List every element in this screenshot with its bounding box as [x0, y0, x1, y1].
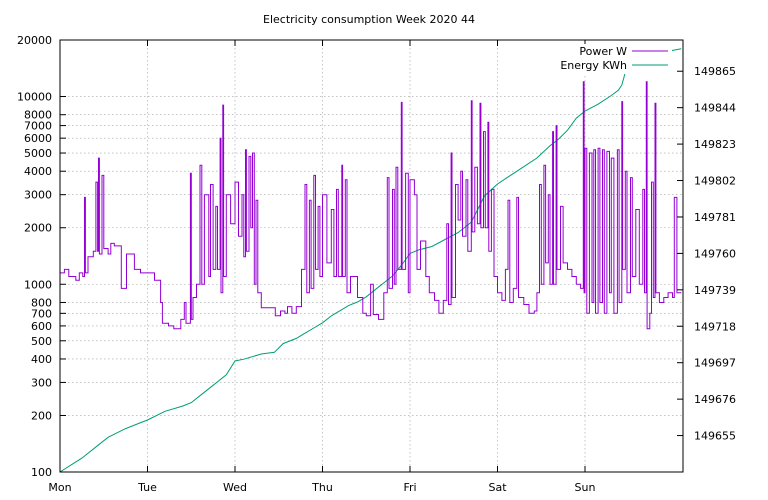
x-tick-label: Sat [488, 481, 507, 494]
y-right-tick-label: 149739 [694, 284, 736, 297]
series-power-line [60, 81, 682, 330]
y-left-tick-label: 700 [31, 307, 52, 320]
ticks-layer: Mon Tue Wed Thu Fri Sat Sun1002003004005006007… [17, 34, 736, 494]
x-tick-label: Fri [403, 481, 416, 494]
x-tick-label: Wed [223, 481, 247, 494]
y-right-tick-label: 149865 [694, 65, 736, 78]
y-right-tick-label: 149844 [694, 102, 736, 115]
y-left-tick-label: 1000 [24, 278, 52, 291]
x-tick-label: Tue [137, 481, 157, 494]
y-left-tick-label: 800 [31, 296, 52, 309]
y-right-tick-label: 149697 [694, 357, 736, 370]
y-left-tick-label: 10000 [17, 91, 52, 104]
y-right-tick-label: 149823 [694, 138, 736, 151]
y-right-tick-label: 149781 [694, 211, 736, 224]
y-left-tick-label: 2000 [24, 222, 52, 235]
x-tick-label: Thu [311, 481, 333, 494]
y-right-tick-label: 149760 [694, 247, 736, 260]
y-left-tick-label: 600 [31, 320, 52, 333]
y-right-tick-label: 149802 [694, 175, 736, 188]
y-left-tick-label: 3000 [24, 189, 52, 202]
y-left-tick-label: 300 [31, 376, 52, 389]
y-left-tick-label: 4000 [24, 165, 52, 178]
series-energy-line [59, 48, 682, 473]
y-left-tick-label: 400 [31, 353, 52, 366]
series-layer [59, 48, 682, 473]
y-left-tick-label: 7000 [24, 120, 52, 133]
x-tick-label: Mon [48, 481, 71, 494]
y-left-tick-label: 200 [31, 409, 52, 422]
x-tick-label: Sun [575, 481, 596, 494]
y-right-tick-label: 149676 [694, 393, 736, 406]
legend-label-energy: Energy KWh [560, 59, 627, 72]
y-left-tick-label: 5000 [24, 147, 52, 160]
legend: Power W Energy KWh [548, 44, 672, 74]
plot-frame [59, 39, 684, 473]
legend-label-power: Power W [579, 45, 627, 58]
legend-background [548, 44, 672, 74]
y-right-tick-label: 149718 [694, 320, 736, 333]
y-left-tick-label: 20000 [17, 34, 52, 47]
chart-title: Electricity consumption Week 2020 44 [263, 13, 475, 26]
y-left-tick-label: 6000 [24, 132, 52, 145]
y-left-tick-label: 500 [31, 335, 52, 348]
y-left-tick-label: 8000 [24, 109, 52, 122]
y-left-tick-label: 100 [31, 466, 52, 479]
y-right-tick-label: 149655 [694, 430, 736, 443]
